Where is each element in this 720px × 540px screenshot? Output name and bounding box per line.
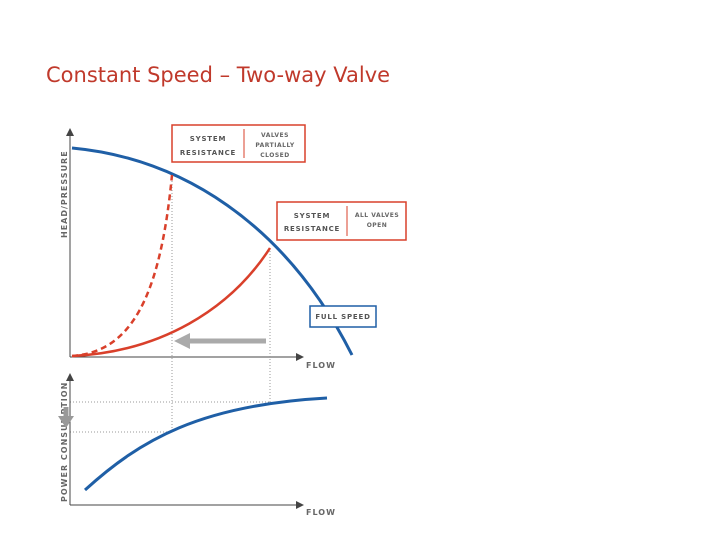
box-text: ALL VALVES: [355, 212, 399, 219]
box-text: RESISTANCE: [180, 149, 236, 157]
system-curve: [71, 247, 272, 358]
box-text: CLOSED: [260, 152, 290, 159]
box-text: PARTIALLY: [255, 142, 295, 149]
axis-label: POWER CONSUMPTION: [60, 382, 69, 502]
box-text: SYSTEM: [294, 212, 330, 220]
power-curve: [83, 396, 328, 492]
axis-label: FLOW: [306, 508, 336, 517]
callout-box: [276, 201, 407, 241]
system-curve-dashed: [71, 174, 174, 358]
box-text: VALVES: [261, 132, 289, 139]
arrow-head: [58, 416, 74, 428]
box-text: FULL SPEED: [315, 313, 370, 321]
axis-label: HEAD/PRESSURE: [60, 150, 69, 238]
box-text: RESISTANCE: [284, 225, 340, 233]
box-text: OPEN: [367, 222, 388, 229]
box-text: SYSTEM: [190, 135, 226, 143]
callout-box: [171, 124, 306, 163]
callout-box: [309, 305, 377, 328]
slide-title: Constant Speed – Two-way Valve: [46, 63, 390, 87]
arrow-head: [174, 333, 190, 349]
axis-label: FLOW: [306, 361, 336, 370]
